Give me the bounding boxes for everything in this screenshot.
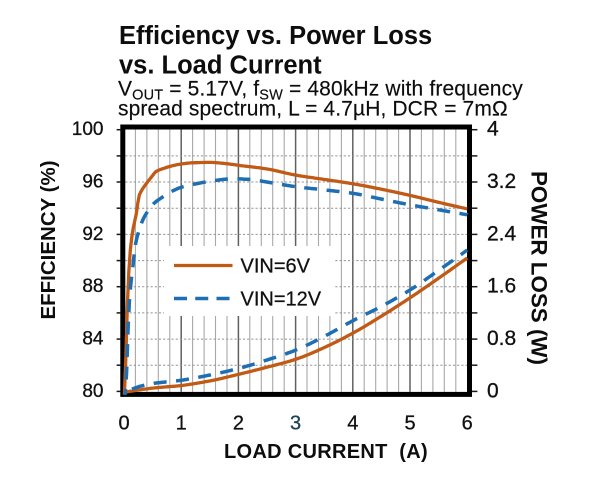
svg-text:3: 3 [290, 413, 301, 435]
svg-text:LOAD CURRENT (A): LOAD CURRENT (A) [224, 441, 428, 463]
svg-text:POWER LOSS (W): POWER LOSS (W) [527, 171, 552, 365]
svg-text:spread spectrum, L = 4.7µH, DC: spread spectrum, L = 4.7µH, DCR = 7mΩ [118, 98, 508, 121]
svg-text:92: 92 [82, 224, 103, 245]
svg-text:vs. Load Current: vs. Load Current [119, 52, 322, 80]
svg-text:VIN=6V: VIN=6V [241, 256, 311, 278]
svg-text:84: 84 [82, 329, 104, 350]
svg-text:4: 4 [347, 413, 358, 435]
svg-text:EFFICIENCY (%): EFFICIENCY (%) [37, 160, 60, 319]
svg-text:6: 6 [462, 413, 473, 435]
svg-text:0: 0 [487, 379, 499, 402]
svg-text:VOUT = 5.17V, fSW = 480kHz wit: VOUT = 5.17V, fSW = 480kHz with frequenc… [118, 78, 523, 104]
svg-text:0: 0 [118, 413, 129, 435]
svg-text:2: 2 [233, 413, 244, 435]
svg-text:96: 96 [82, 171, 103, 192]
svg-text:Efficiency vs. Power Loss: Efficiency vs. Power Loss [119, 22, 432, 50]
svg-text:1: 1 [176, 413, 187, 435]
svg-text:88: 88 [82, 276, 103, 297]
svg-text:0.8: 0.8 [487, 327, 516, 350]
svg-text:VIN=12V: VIN=12V [241, 289, 322, 311]
svg-text:3.2: 3.2 [487, 170, 516, 193]
svg-text:4: 4 [487, 118, 499, 141]
svg-text:1.6: 1.6 [487, 275, 516, 298]
svg-text:5: 5 [404, 413, 415, 435]
svg-text:2.4: 2.4 [487, 222, 517, 245]
svg-text:80: 80 [82, 381, 103, 402]
svg-text:100: 100 [72, 119, 104, 140]
